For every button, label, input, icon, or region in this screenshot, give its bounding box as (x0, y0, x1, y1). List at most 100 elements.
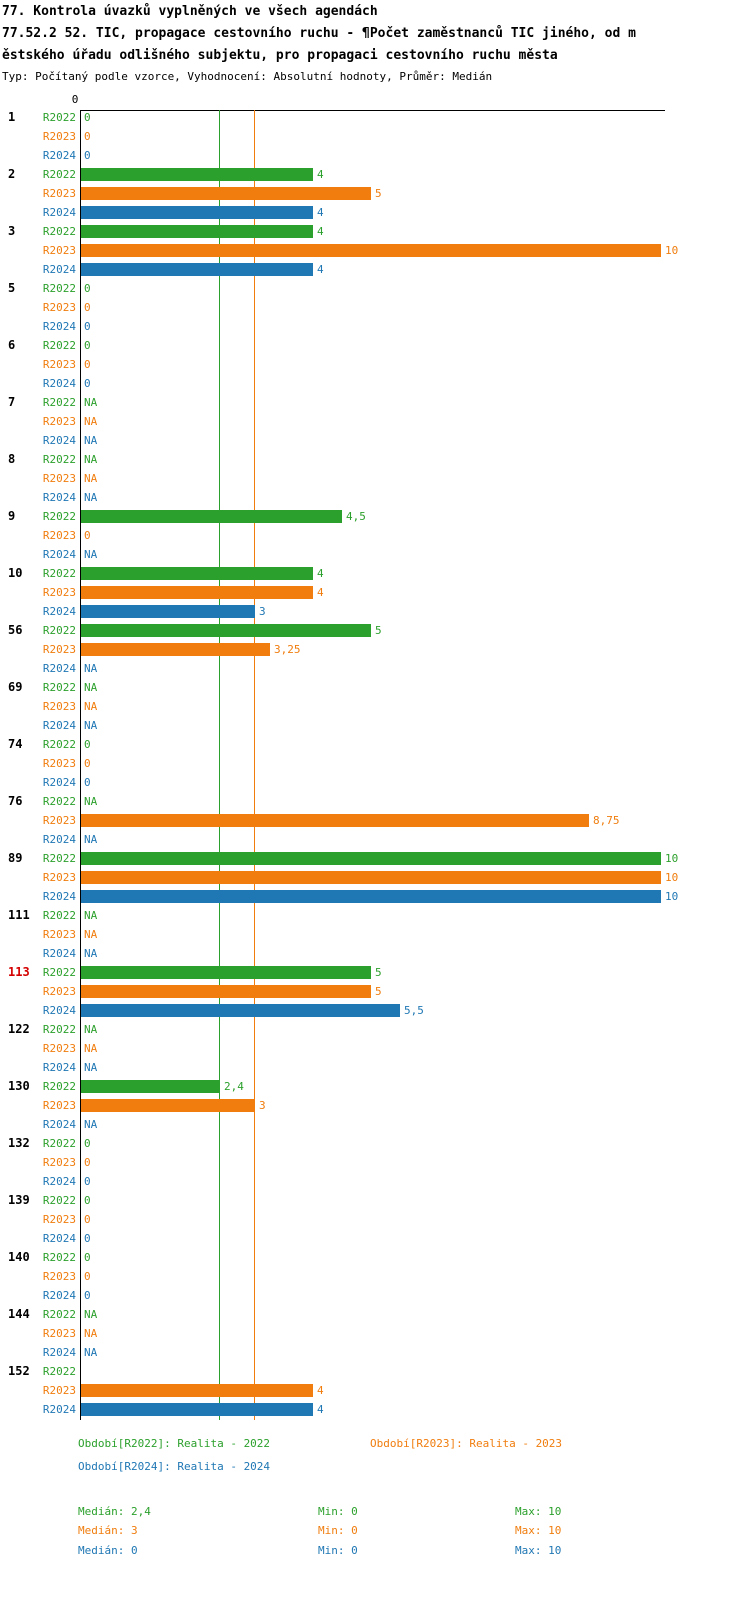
group-id-label: 144 (8, 1307, 30, 1321)
series-year-label: R2023 (42, 415, 76, 428)
series-year-label: R2023 (42, 643, 76, 656)
value-label: NA (84, 434, 98, 447)
chart-row: 7 R2022 NA (0, 393, 750, 412)
series-year-label: R2022 (42, 966, 76, 979)
series-year-label: R2023 (42, 586, 76, 599)
chart-row: R2023 NA (0, 925, 750, 944)
series-year-label: R2022 (42, 339, 76, 352)
group-id-label: 56 (8, 623, 23, 637)
series-year-label: R2022 (42, 567, 76, 580)
stat-max-r2022: Max: 10 (515, 1505, 562, 1518)
series-year-label: R2023 (42, 1384, 76, 1397)
series-year-label: R2024 (42, 833, 76, 846)
stat-max-r2023: Max: 10 (515, 1524, 562, 1537)
chart-row: R2023 8,75 (0, 811, 750, 830)
value-label: NA (84, 396, 98, 409)
bar-r2023 (81, 985, 371, 998)
reference-line-median-r2023 (254, 110, 255, 1420)
series-year-label: R2022 (42, 453, 76, 466)
bar-r2023 (81, 814, 589, 827)
series-year-label: R2024 (42, 548, 76, 561)
value-label: 4 (317, 567, 324, 580)
series-year-label: R2022 (42, 1137, 76, 1150)
bar-r2024 (81, 1004, 400, 1017)
series-year-label: R2024 (42, 605, 76, 618)
series-year-label: R2024 (42, 947, 76, 960)
series-year-label: R2022 (42, 510, 76, 523)
legend-r2024: Období[R2024]: Realita - 2024 (78, 1460, 271, 1473)
value-label: 4 (317, 586, 324, 599)
value-label: NA (84, 1023, 98, 1036)
series-year-label: R2023 (42, 301, 76, 314)
chart-row: R2024 0 (0, 773, 750, 792)
series-year-label: R2023 (42, 1270, 76, 1283)
group-id-label: 130 (8, 1079, 30, 1093)
series-year-label: R2022 (42, 681, 76, 694)
value-label: 0 (84, 320, 91, 333)
chart-row: 89 R2022 10 (0, 849, 750, 868)
chart-row: R2023 0 (0, 754, 750, 773)
series-year-label: R2023 (42, 130, 76, 143)
chart-row: R2023 0 (0, 1153, 750, 1172)
stat-median-r2022: Medián: 2,4 (78, 1505, 151, 1518)
group-id-label: 69 (8, 680, 23, 694)
chart-row: R2023 4 (0, 583, 750, 602)
chart-row: R2024 NA (0, 1058, 750, 1077)
series-year-label: R2024 (42, 1118, 76, 1131)
series-year-label: R2023 (42, 187, 76, 200)
chart-row: R2023 0 (0, 127, 750, 146)
chart-row: R2024 NA (0, 830, 750, 849)
series-year-label: R2024 (42, 434, 76, 447)
chart-row: R2024 NA (0, 659, 750, 678)
group-id-label: 8 (8, 452, 16, 466)
series-year-label: R2024 (42, 1232, 76, 1245)
axis-vertical-line (80, 110, 81, 1420)
value-label: 0 (84, 149, 91, 162)
chart-row: R2023 4 (0, 1381, 750, 1400)
series-year-label: R2022 (42, 396, 76, 409)
value-label: 0 (84, 529, 91, 542)
chart-row: 122 R2022 NA (0, 1020, 750, 1039)
series-year-label: R2024 (42, 890, 76, 903)
series-year-label: R2022 (42, 1194, 76, 1207)
series-year-label: R2024 (42, 206, 76, 219)
series-year-label: R2023 (42, 1327, 76, 1340)
series-year-label: R2022 (42, 1251, 76, 1264)
group-id-label: 5 (8, 281, 16, 295)
bar-r2023 (81, 643, 270, 656)
value-label: 10 (665, 852, 679, 865)
value-label: 5 (375, 187, 382, 200)
value-label: 4 (317, 1384, 324, 1397)
series-year-label: R2022 (42, 795, 76, 808)
chart-row: 8 R2022 NA (0, 450, 750, 469)
value-label: NA (84, 491, 98, 504)
chart-row: R2023 5 (0, 982, 750, 1001)
value-label: 0 (84, 130, 91, 143)
series-year-label: R2023 (42, 814, 76, 827)
value-label: 4 (317, 263, 324, 276)
chart-row: R2023 NA (0, 469, 750, 488)
series-year-label: R2022 (42, 1023, 76, 1036)
chart-row: R2024 5,5 (0, 1001, 750, 1020)
value-label: 0 (84, 1289, 91, 1302)
chart-row: R2023 0 (0, 298, 750, 317)
group-id-label: 2 (8, 167, 16, 181)
value-label: 3 (259, 605, 266, 618)
series-year-label: R2024 (42, 1175, 76, 1188)
value-label: 0 (84, 1175, 91, 1188)
series-year-label: R2024 (42, 149, 76, 162)
series-year-label: R2023 (42, 871, 76, 884)
group-id-label: 132 (8, 1136, 30, 1150)
value-label: NA (84, 662, 98, 675)
chart-subtitle-2: ěstského úřadu odlišného subjektu, pro p… (2, 48, 558, 63)
chart-row: 5 R2022 0 (0, 279, 750, 298)
series-year-label: R2024 (42, 1403, 76, 1416)
chart-row: R2024 NA (0, 1343, 750, 1362)
value-label: 5,5 (404, 1004, 424, 1017)
series-year-label: R2022 (42, 282, 76, 295)
chart-row: R2023 0 (0, 526, 750, 545)
chart-rows: 1 R2022 0 R2023 0 R2024 0 2 R2022 4 R2023 5 R2024 4 3 R… (0, 108, 750, 1419)
group-id-label: 89 (8, 851, 23, 865)
value-label: 0 (84, 738, 91, 751)
